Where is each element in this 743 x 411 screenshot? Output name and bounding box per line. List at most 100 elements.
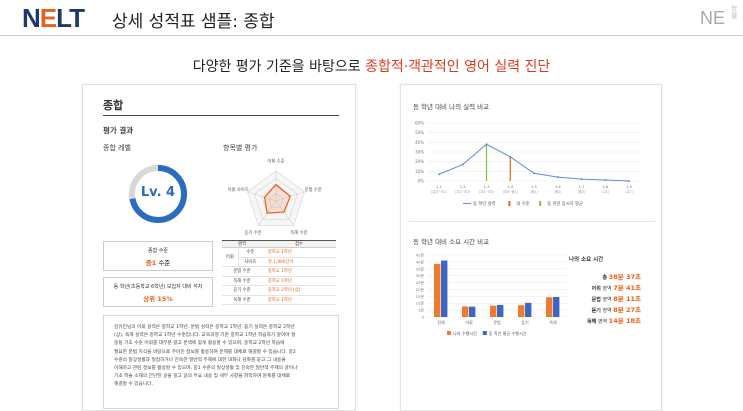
bar-chart-title: 동 학년 대비 소요 시간 비교 <box>413 238 490 246</box>
logo-letter: T <box>69 3 85 33</box>
table-cell-group: 독해 수준 <box>222 295 262 305</box>
table-cell-group: 문법 수준 <box>222 266 262 277</box>
radar-axis-line <box>275 200 294 226</box>
line-data-point <box>580 178 583 181</box>
line-x-tick-label: 1-8 <box>602 185 609 189</box>
logo-letter: N <box>22 3 41 33</box>
line-x-tick-label: 1-6 <box>555 185 562 189</box>
line-data-point <box>533 172 535 175</box>
line-x-tick-label: 1-3 <box>484 185 490 189</box>
bar-avg <box>553 297 560 317</box>
line-chart-title: 동 학년 대비 나의 실력 비교 <box>413 103 490 111</box>
score-table: 영역 점수 어휘 수준 중학교 1학년 사이즈 약 1,900단어 문법 수준 … <box>222 240 336 305</box>
report-title: 종합 <box>103 99 124 112</box>
line-y-tick-label: 20% <box>415 159 424 164</box>
table-cell-value: 중학교 1학년 <box>261 276 336 286</box>
table-row: 사이즈 약 1,900단어 <box>222 257 336 267</box>
line-y-tick-label: 10% <box>415 169 424 174</box>
bar-legend-label: 나의 수행시간 <box>453 330 477 336</box>
line-legend-label: 내 수준 <box>516 200 529 207</box>
nelt-logo: NELT <box>22 3 85 34</box>
line-legend-label: 동 학년 실력 <box>473 200 496 207</box>
table-cell-group: 어휘 <box>222 247 239 267</box>
bar-avg <box>469 306 476 317</box>
narrative-line: 해결할 수 있습니다. <box>114 382 153 388</box>
time-row-grammar: 문법 영역 8분 11초 <box>592 293 641 303</box>
bar-x-tick-label: 문법 <box>493 319 501 325</box>
line-x-tick-sublabel: (중2) <box>554 190 561 194</box>
line-x-tick-label: 1-9 <box>626 185 633 189</box>
bar-x-tick-label: 어휘 <box>465 319 473 325</box>
time-row-value: 14분 18초 <box>608 317 641 325</box>
time-row-value: 8분 11초 <box>613 295 641 303</box>
line-x-tick-sublabel: (유치~초1) <box>431 189 447 194</box>
table-cell-item: 사이즈 <box>238 257 262 267</box>
time-row-label: 어휘 <box>591 286 601 292</box>
bar-y-tick-label: 0 <box>422 315 425 320</box>
table-row: 듣기 수준 중학교 2학년 (상) <box>222 285 336 296</box>
bar-y-tick-label: 5분 <box>418 308 424 313</box>
line-y-tick-label: 60% <box>415 121 424 126</box>
corner-vertical-text: 능률 <box>731 4 738 20</box>
line-legend-swatch <box>508 201 511 206</box>
line-data-point <box>556 176 559 179</box>
table-header-score: 점수 <box>261 240 336 248</box>
logo-letter: E <box>39 3 57 33</box>
table-header-area: 영역 <box>222 240 262 248</box>
line-data-point <box>628 180 630 182</box>
line-x-tick-label: 1-1 <box>436 185 442 189</box>
time-row-reading: 독해 영역 14분 18초 <box>587 315 641 325</box>
line-y-tick-label: 0% <box>418 179 425 184</box>
table-row: 어휘 수준 중학교 1학년 <box>222 247 336 267</box>
radar-grid-ring <box>268 193 284 208</box>
time-row-label: 문법 <box>591 297 601 303</box>
bar-avg <box>497 304 504 317</box>
line-data-point <box>604 179 607 182</box>
narrative-line: 이해하고 관련 정보를 활용할 수 있으며, 중1 수준의 일상생활 및 친숙한… <box>114 366 298 372</box>
time-row-suffix: 영역 <box>597 319 608 325</box>
table-cell-value: 중학교 2학년 (상) <box>261 285 336 296</box>
bar-mine <box>546 297 553 317</box>
bar-y-tick-label: 35분 <box>416 266 425 271</box>
radar-axis-label: 듣기 수준 <box>244 229 261 236</box>
narrative-line: 김유민님의 어휘 실력은 중학교 1학년, 문법 실력은 중학교 1학년, 듣기… <box>114 325 295 330</box>
my-time-title: 나의 소요 시간 <box>569 257 604 263</box>
line-x-tick-sublabel: (초6~중1) <box>503 190 518 194</box>
bar-mine <box>490 305 497 317</box>
time-row-label: 독해 <box>587 319 597 325</box>
table-cell-value: 중학교 1학년 <box>261 295 336 305</box>
bar-avg <box>441 260 448 317</box>
tagline: 다양한 평가 기준을 바탕으로 종합적·객관적인 영어 실력 진단 <box>0 56 743 76</box>
level-gauge: Lv. 4 <box>127 163 189 225</box>
line-x-tick-label: 1-7 <box>579 185 585 189</box>
line-series-path <box>438 143 630 182</box>
logo-letter: L <box>56 3 70 33</box>
ne-brand-mark: NE <box>699 8 725 28</box>
line-y-tick-label: 30% <box>415 150 424 155</box>
line-y-tick-label: 50% <box>415 130 424 135</box>
bar-avg <box>525 302 532 317</box>
bar-legend-label: 동 학년 평균 수행시간 <box>489 330 527 336</box>
level-value: Lv. 4 <box>140 185 176 200</box>
level-ring-progress <box>129 165 187 223</box>
time-row-suffix: 영역 <box>602 297 612 303</box>
line-x-tick-sublabel: (중3) <box>578 190 585 194</box>
line-data-point <box>485 143 488 146</box>
line-data-point <box>438 173 440 176</box>
narrative-line: 수준의 일상생활과 밀접하거나 친숙한 일반적 주제에 대한 대화나 담화를 듣… <box>114 357 286 363</box>
line-x-tick-label: 1-5 <box>531 185 537 189</box>
overall-level-suffix: 수준 <box>158 259 171 267</box>
overall-level-box: 종합 수준 중1 수준 <box>103 241 213 271</box>
level-label: 종합 레벨 <box>103 144 131 152</box>
bar-y-tick-label: 40분 <box>416 259 425 264</box>
title-divider <box>103 115 339 116</box>
overall-level-text: 중1 수준 <box>104 257 212 267</box>
bar-mine <box>462 306 469 317</box>
skill-line-chart: 0% 10% 20% 30% 40% 50% 60% 1-1(유치~초1) 1-2(초2~초3)… <box>415 121 641 207</box>
summary-report-panel: 종합 평가 결과 종합 레벨 Lv. 4 항목별 평가 어휘 수준 문법 수준 독해… <box>82 84 356 411</box>
bar-x-tick-label: 듣기 <box>521 319 529 325</box>
radar-axis-label: 어휘 사이즈 <box>228 186 249 193</box>
bar-legend-swatch <box>447 331 451 335</box>
